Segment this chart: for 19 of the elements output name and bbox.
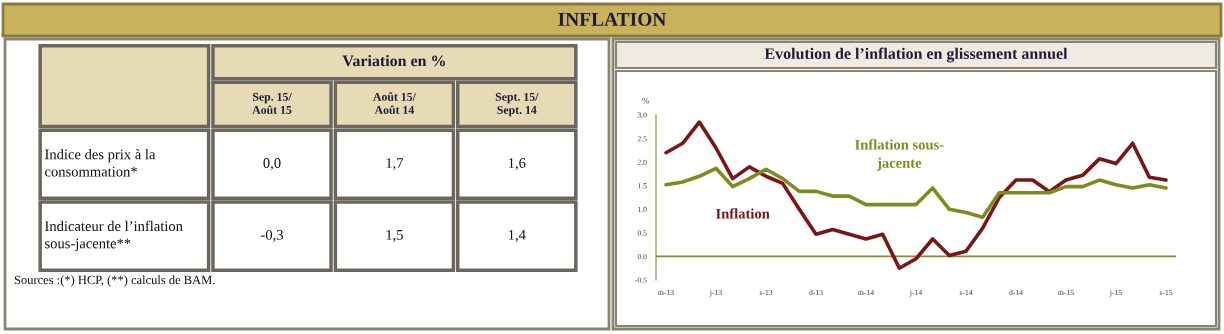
text: 1,4	[508, 229, 526, 242]
category-label: Sep. 15/ Août 15	[252, 92, 292, 114]
category-label: Août 15/ Août 14	[373, 92, 416, 114]
text: INFLATION	[558, 12, 667, 26]
line-series	[664, 120, 1168, 271]
category-label: Sept. 15/ Sept. 14	[495, 92, 539, 117]
source-note: Sources :(*) HCP, (**) calculs de BAM.	[14, 275, 215, 287]
text: 0,0	[263, 158, 281, 171]
text: 1,7	[386, 158, 404, 171]
text: 1,6	[508, 158, 526, 171]
series-label: Inflation sous- jacente	[855, 139, 944, 171]
text: Variation en %	[342, 55, 445, 67]
series-label: Inflation	[716, 208, 770, 219]
category-label: Indice des prix à la consommation*	[45, 149, 156, 177]
chart-title: Evolution de l’inflation en glissement annuel	[764, 47, 1068, 63]
text: -0,3	[261, 229, 283, 242]
text: 1,5	[386, 229, 403, 242]
category-label: Indicateur de l’inflation sous-jacente**	[45, 220, 183, 252]
y-axis-title: %	[642, 97, 649, 104]
